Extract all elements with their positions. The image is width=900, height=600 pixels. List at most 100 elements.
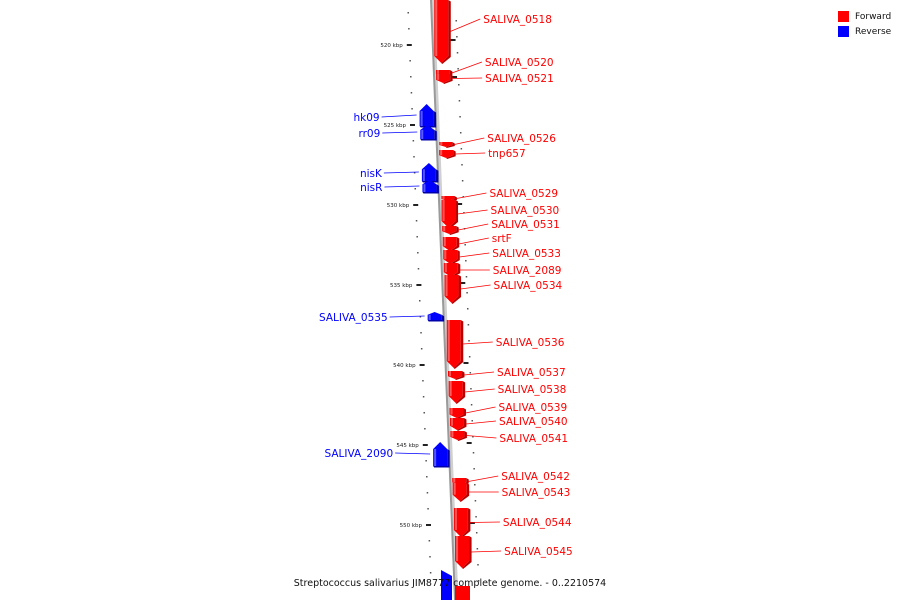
gene-label[interactable]: SALIVA_0520 [485, 57, 554, 69]
gene-arrow-body[interactable] [442, 226, 457, 234]
gene-arrow[interactable] [455, 536, 472, 569]
gene-label[interactable]: hk09 [353, 112, 379, 124]
gene-arrow-body[interactable] [448, 381, 463, 403]
gene-arrow[interactable] [439, 150, 456, 159]
gene-arrow[interactable] [453, 508, 471, 538]
gene-arrow[interactable] [452, 483, 470, 502]
gene-arrow[interactable] [427, 312, 445, 322]
gene-label[interactable]: nisK [360, 168, 383, 180]
gene-arrow-highlight [434, 449, 437, 466]
gene-label[interactable]: SALIVA_0529 [489, 188, 558, 200]
gene-arrow-body[interactable] [439, 142, 453, 147]
gene-arrow[interactable] [448, 381, 466, 404]
gene-arrow[interactable] [443, 263, 461, 278]
gene-arrow-body[interactable] [455, 536, 470, 568]
gene-arrow-body[interactable] [443, 250, 458, 264]
gene-label-group: srtF [458, 233, 512, 245]
gene-arrow-highlight [451, 431, 454, 437]
tick-marks [407, 12, 480, 582]
gene-label-group: SALIVA_0537 [463, 367, 566, 379]
gene-arrow[interactable] [420, 125, 437, 141]
gene-label[interactable]: SALIVA_2090 [325, 448, 394, 460]
gene-arrow[interactable] [422, 180, 439, 194]
gene-leader-line [465, 420, 496, 425]
gene-label[interactable]: rr09 [358, 128, 380, 140]
gene-arrow[interactable] [421, 163, 439, 183]
gene-label[interactable]: SALIVA_0533 [492, 248, 561, 260]
gene-arrow[interactable] [450, 431, 467, 441]
gene-arrow-body[interactable] [446, 320, 461, 368]
tick-mark [408, 28, 410, 30]
gene-arrow[interactable] [436, 74, 453, 84]
gene-arrow-body[interactable] [419, 104, 434, 126]
tick-mark [467, 308, 469, 310]
gene-label[interactable]: SALIVA_0536 [496, 337, 565, 349]
gene-arrow-body[interactable] [421, 163, 436, 181]
gene-arrow-body[interactable] [422, 180, 437, 192]
gene-arrow-body[interactable] [444, 275, 459, 303]
gene-arrow[interactable] [434, 0, 451, 64]
gene-arrow[interactable] [433, 442, 450, 468]
gene-arrow[interactable] [442, 226, 459, 235]
gene-arrow-body[interactable] [441, 200, 456, 228]
gene-arrow[interactable] [441, 200, 459, 229]
gene-arrow[interactable] [448, 371, 465, 380]
gene-arrow-body[interactable] [439, 150, 454, 158]
gene-arrow[interactable] [449, 418, 467, 431]
gene-label[interactable]: SALIVA_0539 [499, 402, 568, 414]
gene-label[interactable]: SALIVA_0530 [491, 205, 560, 217]
gene-arrow-body[interactable] [450, 431, 465, 440]
gene-label[interactable]: SALIVA_0535 [319, 312, 388, 324]
gene-label[interactable]: SALIVA_2089 [493, 265, 562, 277]
gene-arrow-body[interactable] [434, 0, 449, 63]
gene-label[interactable]: nisR [360, 182, 382, 194]
tick-dash [466, 442, 472, 444]
gene-arrow-body[interactable] [427, 312, 442, 320]
gene-label[interactable]: SALIVA_0521 [485, 73, 554, 85]
gene-arrow-body[interactable] [442, 237, 457, 251]
gene-arrow-body[interactable] [449, 418, 464, 430]
gene-arrow[interactable] [439, 142, 455, 148]
gene-arrow-body[interactable] [448, 371, 462, 379]
gene-arrow-body[interactable] [433, 442, 448, 466]
gene-arrow[interactable] [419, 104, 437, 128]
tick-mark [455, 20, 457, 22]
gene-label[interactable]: srtF [492, 233, 512, 245]
gene-arrow-body[interactable] [441, 196, 455, 201]
tick-mark [476, 548, 479, 550]
gene-arrow-body[interactable] [443, 263, 458, 277]
gene-label[interactable]: SALIVA_0541 [499, 433, 568, 445]
gene-arrow-body[interactable] [453, 508, 468, 537]
gene-label[interactable]: SALIVA_0542 [501, 471, 570, 483]
gene-arrow-side [462, 536, 472, 569]
gene-arrow-side [450, 250, 460, 265]
gene-label[interactable]: SALIVA_0534 [494, 280, 563, 292]
gene-arrow[interactable] [446, 320, 464, 369]
gene-label[interactable]: SALIVA_0531 [491, 219, 560, 231]
gene-label[interactable]: tnp657 [488, 148, 525, 160]
gene-arrow-body[interactable] [420, 125, 435, 139]
gene-arrow-body[interactable] [436, 74, 451, 83]
gene-label[interactable]: SALIVA_0545 [504, 546, 573, 558]
gene-arrow[interactable] [443, 250, 460, 265]
gene-label[interactable]: SALIVA_0537 [497, 367, 566, 379]
gene-label[interactable]: SALIVA_0526 [487, 133, 556, 145]
tick-dash [469, 522, 475, 524]
gene-arrow[interactable] [449, 408, 467, 419]
gene-label[interactable]: SALIVA_0538 [498, 384, 567, 396]
gene-leader-line [381, 114, 417, 118]
backbone-shadow [431, 0, 459, 600]
gene-label[interactable]: SALIVA_0518 [483, 14, 552, 26]
gene-label[interactable]: SALIVA_0544 [503, 517, 572, 529]
gene-arrow-body[interactable] [449, 408, 464, 418]
gene-label-group: SALIVA_0526 [454, 133, 556, 145]
legend-label-forward: Forward [855, 11, 892, 22]
gene-arrow[interactable] [444, 275, 462, 304]
gene-label[interactable]: SALIVA_0543 [502, 487, 571, 499]
gene-arrow[interactable] [442, 237, 460, 252]
gene-label-group: SALIVA_0530 [457, 205, 560, 217]
gene-arrow-body[interactable] [452, 483, 467, 501]
gene-label[interactable]: SALIVA_0540 [499, 416, 568, 428]
gene-arrow-highlight [447, 320, 450, 361]
scale-label: 540 kbp [393, 363, 416, 369]
